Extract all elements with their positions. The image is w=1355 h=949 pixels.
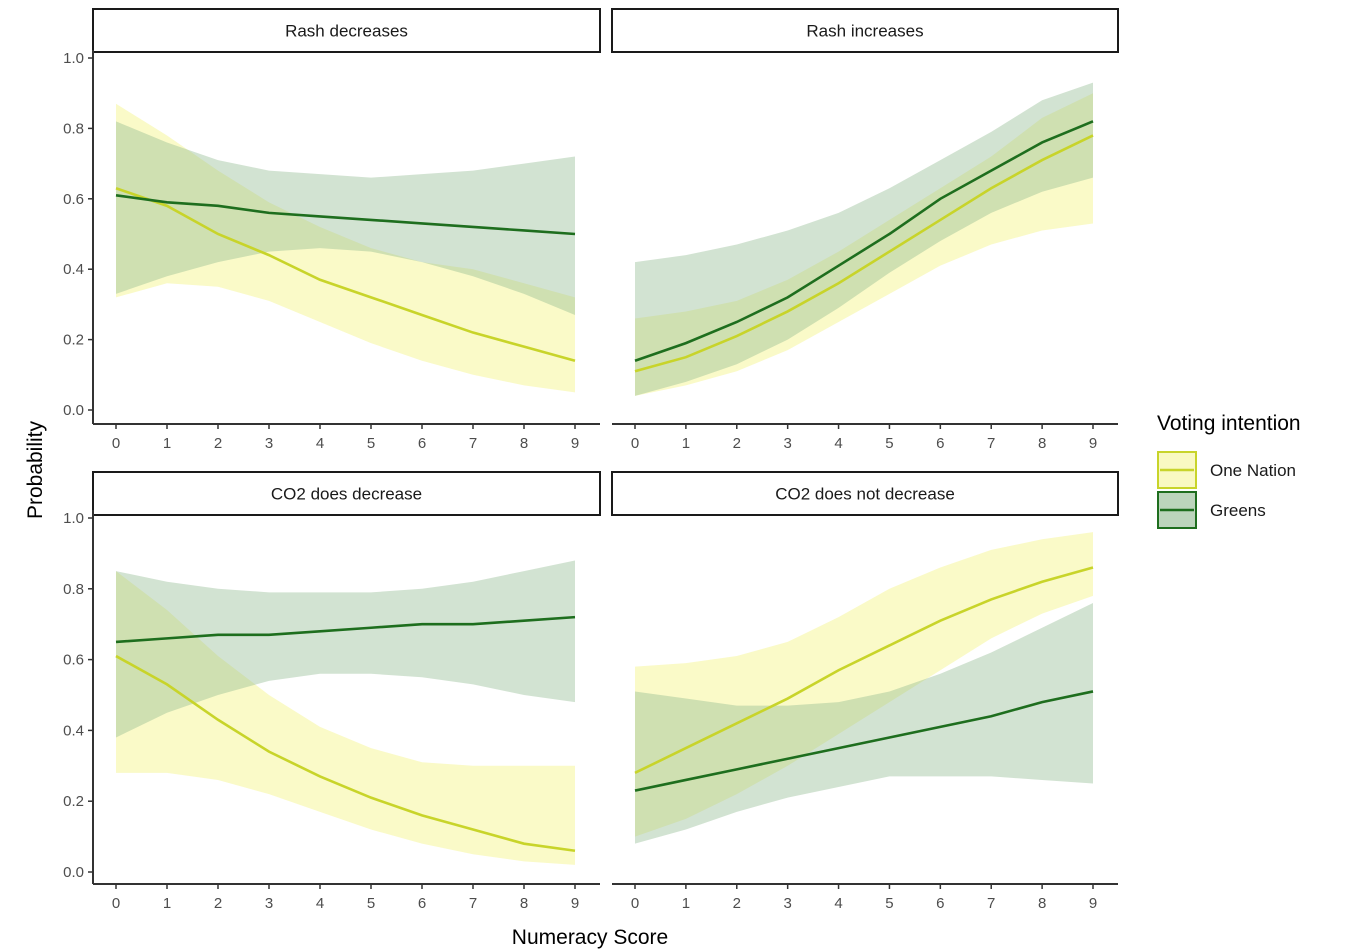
x-tick-label: 8 [1038, 895, 1046, 912]
y-tick-label: 0.2 [63, 793, 84, 810]
panel-strip-title: CO2 does not decrease [775, 485, 955, 504]
series-line-greens [634, 120, 1094, 362]
x-tick-label: 0 [631, 435, 639, 452]
panel-strip [611, 8, 1119, 53]
x-tick-label: 5 [885, 895, 893, 912]
x-tick-label: 7 [987, 895, 995, 912]
ci-band-one-nation [116, 571, 575, 865]
x-tick-label: 3 [265, 435, 273, 452]
x-tick-label: 1 [682, 435, 690, 452]
x-tick-label: 3 [265, 895, 273, 912]
x-tick-label: 2 [733, 895, 741, 912]
x-tick-label: 9 [1089, 895, 1097, 912]
panel-strip-title: Rash increases [806, 22, 923, 41]
legend-entry-one-nation: One Nation [1157, 451, 1296, 489]
legend-label-one-nation: One Nation [1210, 461, 1296, 480]
x-tick-label: 5 [885, 435, 893, 452]
panel-co2-does-not-decrease: CO2 does not decrease 0 1 2 3 4 5 6 7 8 9 [611, 471, 1119, 912]
x-tick-label: 4 [316, 895, 324, 912]
x-axis-title: Numeracy Score [512, 926, 668, 949]
x-tick-label: 5 [367, 895, 375, 912]
x-tick-label: 4 [834, 435, 842, 452]
y-tick-label: 0.2 [63, 332, 84, 349]
series-line-greens [634, 690, 1094, 792]
y-tick-label: 0.6 [63, 652, 84, 669]
x-tick-label: 5 [367, 435, 375, 452]
y-tick-label: 0.8 [63, 581, 84, 598]
series-line-greens [115, 193, 576, 236]
x-tick-label: 8 [1038, 435, 1046, 452]
x-tick-label: 4 [316, 435, 324, 452]
ci-band-greens [116, 560, 575, 738]
x-tick-label: 1 [163, 895, 171, 912]
x-tick-label: 8 [520, 895, 528, 912]
legend-entry-greens: Greens [1157, 491, 1266, 529]
x-tick-label: 8 [520, 435, 528, 452]
x-tick-label: 0 [112, 435, 120, 452]
x-tick-label: 9 [571, 435, 579, 452]
y-tick-label: 0.4 [63, 722, 84, 739]
x-tick-label: 6 [418, 435, 426, 452]
y-tick-label: 0.0 [63, 402, 84, 419]
panel-rash-increases: Rash increases 0 1 2 3 4 5 6 7 8 9 [611, 8, 1119, 452]
panel-strip [92, 471, 601, 516]
ci-band-greens [635, 602, 1093, 844]
x-tick-label: 4 [834, 895, 842, 912]
x-tick-label: 7 [469, 895, 477, 912]
panel-rash-decreases: Rash decreases 0 1 2 3 4 5 6 7 8 9 0.0 0.2 0.4 0.6 0.8 1… [63, 8, 601, 452]
series-line-one-nation [634, 566, 1094, 775]
x-tick-label: 6 [936, 895, 944, 912]
x-tick-label: 0 [112, 895, 120, 912]
y-tick-label: 0.0 [63, 864, 84, 881]
panel-strip-title: Rash decreases [285, 22, 408, 41]
x-tick-label: 2 [214, 435, 222, 452]
x-tick-label: 6 [418, 895, 426, 912]
panel-strip [92, 8, 601, 53]
x-tick-label: 3 [783, 895, 791, 912]
panel-strip-title: CO2 does decrease [271, 485, 422, 504]
x-tick-label: 7 [469, 435, 477, 452]
x-tick-label: 7 [987, 435, 995, 452]
y-tick-label: 0.8 [63, 120, 84, 137]
series-line-one-nation [634, 134, 1094, 373]
legend-title: Voting intention [1157, 412, 1301, 435]
legend: Voting intention One Nation Greens [1157, 412, 1301, 529]
series-line-one-nation [115, 187, 576, 362]
x-tick-label: 2 [214, 895, 222, 912]
y-tick-label: 1.0 [63, 510, 84, 527]
ci-band-one-nation [635, 532, 1093, 837]
panel-strip [611, 471, 1119, 516]
x-tick-label: 9 [1089, 435, 1097, 452]
x-tick-label: 0 [631, 895, 639, 912]
x-tick-label: 1 [163, 435, 171, 452]
panels-layer: Rash decreases 0 1 2 3 4 5 6 7 8 9 0.0 0.2 0.4 0.6 0.8 1… [63, 8, 1119, 912]
ci-band-greens [635, 82, 1093, 396]
y-axis-title: Probability [24, 420, 47, 519]
x-tick-label: 3 [783, 435, 791, 452]
ci-band-one-nation [635, 93, 1093, 396]
y-tick-label: 0.6 [63, 191, 84, 208]
y-tick-label: 0.4 [63, 261, 84, 278]
panel-co2-does-decrease: CO2 does decrease 0 1 2 3 4 5 6 7 8 9 0.0 0.2 0.4 0.6 0… [63, 471, 601, 912]
legend-label-greens: Greens [1210, 501, 1266, 520]
ci-band-one-nation [116, 103, 575, 393]
x-tick-label: 6 [936, 435, 944, 452]
x-tick-label: 9 [571, 895, 579, 912]
series-line-one-nation [115, 654, 576, 853]
x-tick-label: 2 [733, 435, 741, 452]
x-tick-label: 1 [682, 895, 690, 912]
y-tick-label: 1.0 [63, 50, 84, 67]
series-line-greens [115, 615, 576, 644]
